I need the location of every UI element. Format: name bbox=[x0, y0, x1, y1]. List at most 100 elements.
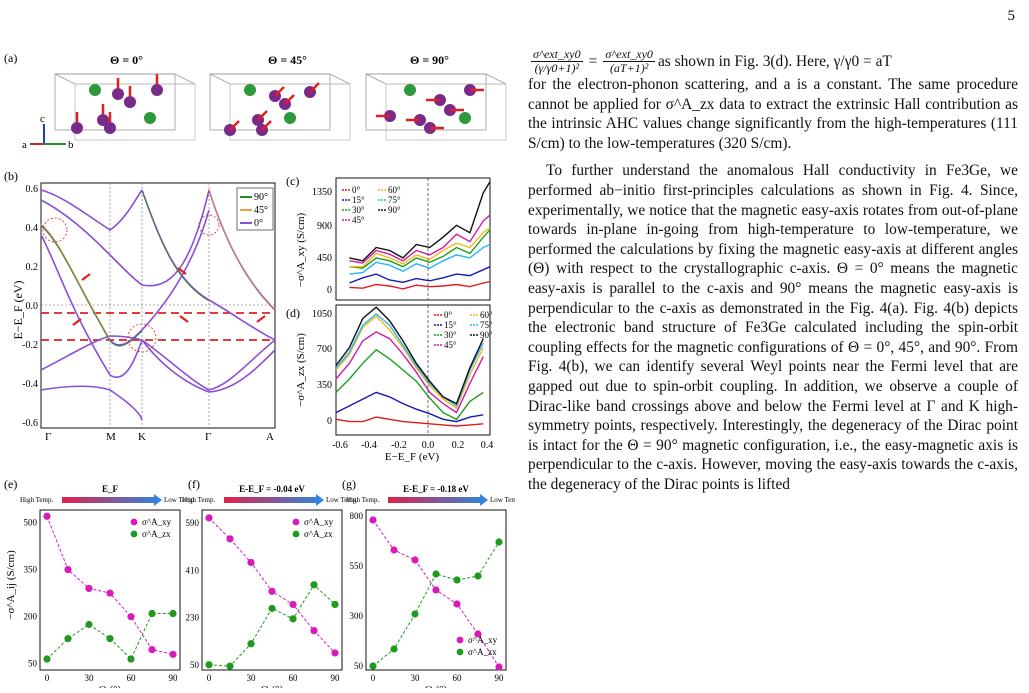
xtick: 0.2 bbox=[452, 440, 465, 451]
ytick: 450 bbox=[317, 253, 332, 264]
series-line-3 bbox=[349, 214, 491, 264]
kpoint-label: A bbox=[266, 431, 274, 443]
legend-label: σ^A_xy bbox=[142, 517, 172, 527]
panel-d-legend: 0°15°30°45° 60°75°90° bbox=[434, 310, 493, 350]
legend-label: σ^A_zx bbox=[468, 647, 497, 657]
data-point bbox=[64, 566, 72, 574]
panel-frame bbox=[201, 509, 343, 671]
data-point bbox=[411, 610, 419, 618]
xtick: 90 bbox=[169, 673, 179, 683]
data-point bbox=[64, 635, 72, 643]
legend-label: σ^A_zx bbox=[142, 529, 171, 539]
data-point bbox=[106, 635, 114, 643]
panel-g: (g) E-E_F = -0.18 eV High Temp. Low Temp. 80… bbox=[342, 477, 522, 693]
low-temp-label: Low Temp. bbox=[490, 496, 515, 504]
ytick: 50 bbox=[190, 660, 200, 670]
xtick: -0.6 bbox=[332, 440, 348, 451]
panel-c-series bbox=[349, 181, 491, 290]
equals-sign: = bbox=[588, 52, 598, 70]
ytick: 200 bbox=[24, 612, 38, 622]
data-point bbox=[474, 630, 482, 638]
data-point bbox=[453, 576, 461, 584]
data-point bbox=[411, 556, 419, 564]
data-point bbox=[169, 650, 177, 658]
panel-header: E-E_F = -0.18 eV bbox=[403, 484, 469, 494]
panel-label: (f) bbox=[188, 477, 200, 491]
fraction-numerator: σ^ext_xy0 bbox=[603, 47, 655, 62]
legend-45: 45° bbox=[254, 205, 268, 216]
data-point bbox=[453, 600, 461, 608]
ytick: 1050 bbox=[312, 309, 332, 320]
panel-d-yticks: 1050 700 350 0 bbox=[312, 309, 332, 427]
panel-b-yticks: 0.6 0.4 0.2 0.0 -0.2 -0.4 -0.6 bbox=[22, 184, 38, 429]
ytick: 0.4 bbox=[26, 223, 39, 234]
xlabel: Θ (°) bbox=[261, 684, 284, 688]
crystal-title-0: Θ = 0° bbox=[110, 53, 143, 67]
data-point bbox=[331, 600, 339, 609]
text-column: σ^ext_xy0 (γ/γ0+1)² = σ^ext_xy0 (aT+1)² … bbox=[528, 48, 1018, 494]
low-temp-label: Low Temp. bbox=[164, 496, 196, 504]
panel-label: (e) bbox=[4, 477, 17, 491]
data-point bbox=[268, 604, 276, 612]
crystal-theta-90: Θ = 90° bbox=[365, 53, 507, 141]
ytick: 350 bbox=[24, 565, 38, 575]
data-point bbox=[127, 655, 135, 663]
figure-4: (a) Θ = 0° Θ = 45° Θ = 90° c bbox=[0, 40, 522, 693]
legend-label: σ^A_xy bbox=[468, 635, 498, 645]
data-point bbox=[310, 581, 318, 589]
panel-b-legend: 90° 45° 0° bbox=[236, 187, 274, 231]
legend-label: 45° bbox=[352, 215, 365, 225]
panel-c-yticks: 1350 900 450 0 bbox=[312, 187, 332, 296]
series-line-2 bbox=[349, 229, 491, 269]
ytick: 410 bbox=[186, 565, 200, 575]
panel-c-frame bbox=[335, 177, 491, 301]
temp-arrow-icon bbox=[224, 494, 324, 506]
series-line-6 bbox=[335, 306, 484, 405]
xtick: 30 bbox=[85, 673, 95, 683]
crystal-theta-45: Θ = 45° bbox=[209, 53, 351, 141]
band-lines bbox=[40, 189, 276, 421]
legend-label: 75° bbox=[388, 195, 401, 205]
legend-label: 30° bbox=[352, 205, 365, 215]
legend-label: 15° bbox=[352, 195, 365, 205]
fraction-denominator: (aT+1)² bbox=[609, 61, 649, 75]
xtick: 0 bbox=[371, 673, 376, 683]
data-point bbox=[369, 662, 377, 670]
bottom-ylabel: −σ^A_ij (S/cm) bbox=[5, 550, 17, 620]
data-point bbox=[169, 609, 177, 618]
legend-label: 30° bbox=[444, 330, 457, 340]
legend-0: 0° bbox=[254, 218, 263, 229]
ytick: 590 bbox=[186, 518, 200, 528]
legend-label: 90° bbox=[388, 205, 401, 215]
xtick: -0.2 bbox=[391, 440, 407, 451]
ytick: 550 bbox=[350, 561, 364, 571]
panel-b-ylabel: E−E_F (eV) bbox=[11, 280, 25, 339]
legend-marker bbox=[130, 530, 138, 538]
panel-c-label: (c) bbox=[286, 174, 299, 188]
temp-arrow-icon bbox=[388, 494, 488, 506]
xtick: 30 bbox=[411, 673, 421, 683]
panel-b-frame bbox=[40, 182, 276, 429]
band-lines-90 bbox=[40, 190, 210, 347]
legend-label: 45° bbox=[444, 340, 457, 350]
panel-d-series bbox=[335, 306, 484, 427]
axis-c-label: c bbox=[40, 113, 45, 125]
series-line-5 bbox=[349, 243, 491, 275]
crystal-theta-0: Θ = 0° bbox=[54, 53, 196, 141]
axis-b-label: b bbox=[68, 139, 74, 151]
legend-label: 90° bbox=[480, 330, 493, 340]
ytick: 0.2 bbox=[26, 262, 39, 273]
crystal-title-90: Θ = 90° bbox=[410, 53, 449, 67]
xtick: 0 bbox=[207, 673, 212, 683]
ytick: 500 bbox=[24, 518, 38, 528]
panel-f: (f) E-E_F = -0.04 eV High Temp. Low Temp. 59… bbox=[182, 477, 358, 693]
legend-marker bbox=[130, 518, 138, 526]
panel-d-label: (d) bbox=[286, 306, 300, 320]
panel-label: (g) bbox=[342, 477, 356, 491]
ytick: 0.0 bbox=[26, 301, 39, 312]
legend-label: σ^A_zx bbox=[304, 529, 333, 539]
ytick: 50 bbox=[354, 661, 364, 671]
legend-label: 60° bbox=[480, 310, 493, 320]
weyl-arrows bbox=[72, 267, 266, 326]
panel-d-frame bbox=[335, 304, 491, 436]
